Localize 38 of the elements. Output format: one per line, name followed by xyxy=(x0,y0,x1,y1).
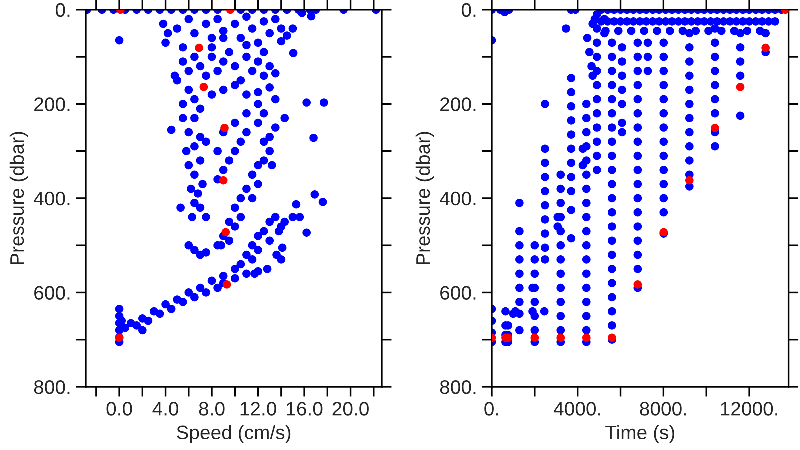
y-tick-label: 0. xyxy=(56,3,70,18)
y-axis-title: Pressure (dbar) xyxy=(10,132,28,264)
point xyxy=(556,334,566,342)
x-tick-label: 8000. xyxy=(640,402,686,416)
x-tick-label: 4000. xyxy=(554,402,600,416)
point xyxy=(685,176,694,185)
point xyxy=(762,44,770,52)
point xyxy=(582,334,591,342)
y-axis-title: Pressure (dbar) xyxy=(416,132,434,264)
x-axis-title: Time (s) xyxy=(606,425,674,444)
point xyxy=(711,124,720,132)
x-tick-label: 0. xyxy=(484,402,498,416)
point xyxy=(222,280,232,289)
y-tick-label: 800. xyxy=(34,380,70,394)
x-tick-label: 12.0 xyxy=(240,402,276,416)
y-tick-label: 800. xyxy=(440,380,476,394)
y-tick-label: 200. xyxy=(440,98,476,112)
point xyxy=(195,44,204,52)
x-axis-title: Speed (cm/s) xyxy=(177,425,291,444)
x-tick-label: 20.0 xyxy=(332,402,369,416)
y-tick-label: 600. xyxy=(34,286,70,300)
x-tick-label: 12000. xyxy=(721,402,778,416)
x-tick-label: 0.0 xyxy=(106,402,132,416)
y-tick-label: 400. xyxy=(440,192,476,206)
x-tick-label: 4.0 xyxy=(152,402,179,416)
point xyxy=(220,124,229,132)
point xyxy=(530,334,540,342)
point xyxy=(200,83,208,92)
y-tick-label: 0. xyxy=(462,3,476,18)
point xyxy=(736,83,745,92)
point xyxy=(219,176,228,185)
y-tick-label: 400. xyxy=(34,192,70,206)
x-tick-label: 8.0 xyxy=(199,402,225,416)
y-tick-label: 600. xyxy=(440,286,476,300)
point xyxy=(634,280,642,289)
x-tick-label: 16.0 xyxy=(287,402,323,416)
y-tick-label: 200. xyxy=(34,98,70,112)
point xyxy=(222,228,230,237)
